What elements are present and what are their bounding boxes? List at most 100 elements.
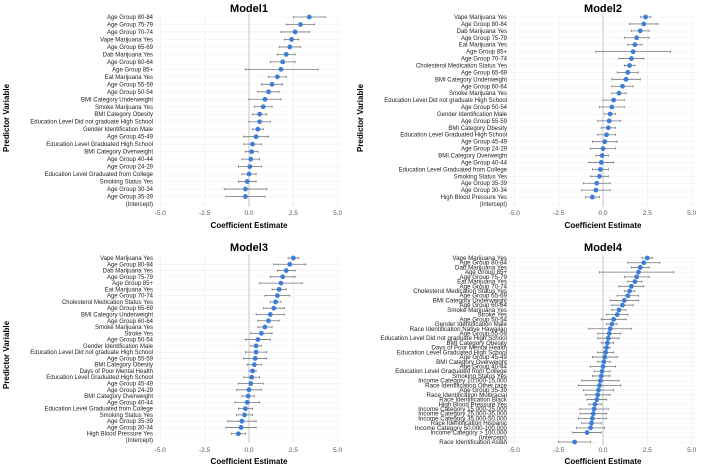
model1-point [269,81,275,87]
model1-category-label: Vape Marijuana Yes [100,37,153,43]
model2-xtick-label: 2.5 [643,210,652,217]
model4-category-label: Age Group 70-74 [460,283,508,290]
model4-category-label: Race Identification Asian [439,439,507,446]
model1-category-label: Age Group 75-79 [107,22,154,28]
model3-point [273,299,279,305]
panel-model2: Model2 Coefficient Estimate Predictor Va… [356,3,697,230]
model3-category-label: BMI Category Overweight [84,394,153,400]
model4-category-label: BMI Category Underweight [433,297,508,304]
model3-category-label: Dab Marijuana Yes [103,269,153,275]
panel-model3: Model3 Coefficient Estimate Predictor Va… [2,242,343,466]
model1-point [266,89,271,95]
model2-title: Model2 [584,3,622,15]
model4-point [609,321,615,327]
model1-point [260,104,266,110]
model2-category-label: Age Group 65-69 [461,70,508,76]
model3-category-label: Age Group 55-59 [107,356,154,362]
model2-category-label: Age Group 24-29 [461,147,508,153]
model2-category-label: Age Group 30-34 [461,188,508,194]
model2-point [634,35,640,41]
model3-point [259,330,264,336]
model2-point [625,70,631,75]
panel-model1: Model1 Coefficient Estimate Predictor Va… [2,3,343,230]
model2-category-label: Education Level Did not graduate High Sc… [384,98,507,104]
model4-point [603,349,609,355]
model1-category-label: Age Group 24-29 [107,165,154,171]
model4-category-label: Income Category 15,000-25,000 [418,406,507,413]
model3-title: Model3 [230,242,268,254]
model3-category-label: Age Group 30-34 [107,425,154,431]
model2-point [606,118,612,124]
model4-point [601,359,607,365]
model4-point [584,430,590,435]
model3-point [278,280,284,286]
model4-category-label: Income Category 35,000-50,000 [418,415,507,422]
model2-category-label: BMI Category Underweight [435,77,507,83]
model3-point [253,343,259,349]
model2-category-label: (Intercept) [480,202,507,208]
model1-category-label: Age Group 65-69 [107,45,154,51]
model4-point [572,439,578,445]
model4-xtick-label: -2.5 [553,447,565,454]
model4-point [625,293,631,299]
model3-category-label: Education Level Graduated High School [46,375,153,381]
model2-point [643,14,648,20]
model3-point [244,399,250,405]
model4-point [604,345,609,351]
model2-xtick-label: -5.0 [509,210,521,217]
model3-category-label: (Intercept) [126,438,153,444]
model1-category-label: BMI Category Underweight [81,97,153,103]
model1-point [257,119,263,125]
model1-point [283,52,289,57]
model2-point [630,49,636,55]
model4-category-label: Age Group 55-59 [460,330,508,337]
model2-point [597,166,603,172]
model3-category-label: Days of Poor Mental Health [80,369,153,375]
model4-category-label: BMI Category Obesity [446,340,507,347]
model2-ylabel: Predictor Variable [356,83,365,152]
model3-point [245,393,251,399]
model1-point [253,134,259,140]
model3-point [280,274,286,280]
model4-category-label: Smoking Status Yes [452,373,507,380]
model2-category-label: Age Group 35-39 [461,181,508,187]
model4-category-label: Education Level Graduated High School [397,349,507,356]
model4-point [606,331,612,336]
model1-xtick-label: 0.0 [244,210,253,217]
model2-category-label: Age Group 45-49 [461,140,508,146]
model1-xlabel: Coefficient Estimate [211,221,288,230]
model4-point [637,265,643,270]
model4-point [594,397,600,402]
model2-point [627,63,633,68]
model3-xlabel: Coefficient Estimate [211,457,288,466]
model1-category-label: Age Group 30-34 [107,187,154,193]
model4-category-label: Gender Identification Male [435,321,508,328]
model3-category-label: Smoke Marijuana Yes [95,325,153,331]
model4-point [644,255,650,261]
model3-category-label: Age Group 85+ [112,281,153,287]
model1-category-label: Age Group 80-84 [107,15,154,21]
model4-point [620,302,625,308]
model2-point [599,153,605,158]
model3-xtick-label: -5.0 [155,447,167,454]
model4-point [641,260,647,266]
model1-point [244,179,250,184]
model3-category-label: Age Group 65-69 [107,306,154,312]
model3-category-label: Education Level Graduated from College [45,407,154,413]
model2-point [597,173,602,179]
model2-point [604,132,609,138]
model4-category-label: Race Identification Other race [425,382,507,389]
model2-point [589,194,595,200]
model2-point [598,160,604,165]
model4-category-label: Days of Poor Mental Health [431,345,507,352]
model2-point [628,56,634,61]
model4-category-label: Cholesterol Medication Status Yes [413,288,507,295]
model3-category-label: Age Group 80-84 [107,262,154,268]
model4-point [595,392,601,398]
model2-point [607,111,613,117]
model2-category-label: Age Group 85+ [466,50,507,56]
model1-ylabel: Predictor Variable [2,83,11,152]
model3-point [255,337,261,342]
model4-point [636,269,641,275]
model2-xlabel: Coefficient Estimate [565,221,642,230]
